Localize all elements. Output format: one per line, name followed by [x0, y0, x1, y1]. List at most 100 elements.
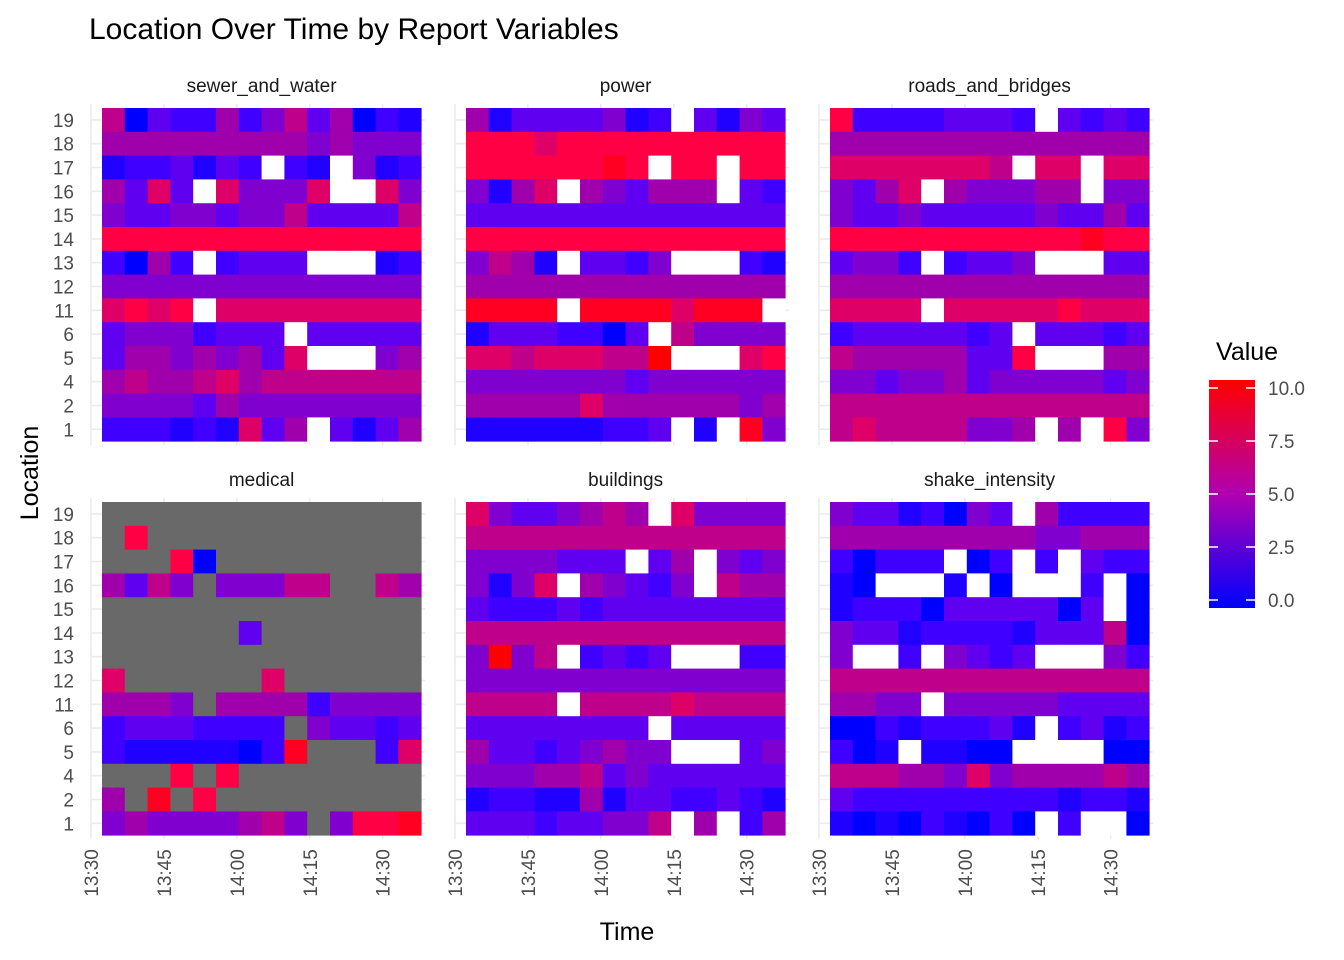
heat-cell: [352, 597, 376, 622]
heat-cell: [898, 203, 922, 228]
heat-cell: [852, 203, 876, 228]
heat-cell: [307, 668, 331, 693]
heat-cell: [648, 811, 672, 836]
heat-cell: [557, 502, 581, 527]
heat-cell: [989, 274, 1013, 299]
heat-cell: [921, 155, 945, 180]
heat-cell: [1012, 417, 1036, 442]
heat-cell: [580, 644, 604, 669]
heat-cell: [261, 811, 285, 836]
heat-cell: [307, 369, 331, 394]
heat-cell: [102, 346, 126, 371]
heat-cell: [124, 393, 148, 418]
heat-cell: [375, 597, 399, 622]
heat-cell: [124, 811, 148, 836]
heat-cell: [375, 525, 399, 550]
heat-cell: [1035, 525, 1059, 550]
heat-cell: [398, 811, 422, 836]
heat-cell: [352, 621, 376, 646]
heat-cell: [352, 203, 376, 228]
heat-cell: [216, 597, 240, 622]
heat-cell: [398, 621, 422, 646]
heat-cell: [511, 369, 535, 394]
heat-cell: [261, 716, 285, 741]
heat-cell: [921, 179, 945, 204]
heat-cell: [466, 621, 490, 646]
heat-cell: [944, 740, 968, 765]
heat-cell: [534, 692, 558, 717]
heat-cell: [261, 155, 285, 180]
heat-cell: [352, 692, 376, 717]
heat-cell: [1103, 692, 1127, 717]
heat-cell: [1126, 393, 1150, 418]
heat-cell: [488, 668, 512, 693]
heat-cell: [580, 668, 604, 693]
heat-cell: [671, 502, 695, 527]
heat-cell: [124, 274, 148, 299]
legend-label: 2.5: [1268, 538, 1294, 559]
heat-cell: [102, 644, 126, 669]
heat-cell: [762, 597, 786, 622]
heat-cell: [580, 322, 604, 347]
heat-cell: [989, 393, 1013, 418]
heat-cell: [534, 131, 558, 156]
heat-cell: [989, 346, 1013, 371]
heat-cell: [1035, 787, 1059, 812]
heat-cell: [989, 597, 1013, 622]
heat-cell: [170, 369, 194, 394]
heat-cell: [238, 811, 262, 836]
heat-cell: [352, 549, 376, 574]
heat-cell: [488, 597, 512, 622]
heat-cell: [602, 740, 626, 765]
heat-cell: [124, 716, 148, 741]
heat-cell: [466, 811, 490, 836]
heat-cell: [989, 131, 1013, 156]
heat-cell: [830, 131, 854, 156]
heat-cell: [102, 417, 126, 442]
heat-cell: [352, 811, 376, 836]
heat-cell: [534, 346, 558, 371]
heat-cell: [762, 692, 786, 717]
heat-cell: [966, 716, 990, 741]
heat-cell: [466, 644, 490, 669]
heat-cell: [694, 417, 718, 442]
heat-cell: [102, 763, 126, 788]
heat-cell: [875, 322, 899, 347]
heat-cell: [261, 346, 285, 371]
heat-cell: [102, 668, 126, 693]
heat-cell: [671, 549, 695, 574]
heat-cell: [580, 716, 604, 741]
heat-cell: [625, 227, 649, 252]
heat-cell: [330, 155, 354, 180]
heat-cell: [944, 573, 968, 598]
heat-cell: [830, 227, 854, 252]
heat-cell: [1035, 811, 1059, 836]
heat-cell: [466, 417, 490, 442]
heat-cell: [944, 274, 968, 299]
heat-cell: [330, 787, 354, 812]
x-tick-label: 13:45: [519, 849, 540, 897]
heat-cell: [1103, 644, 1127, 669]
heat-cell: [102, 203, 126, 228]
heat-cell: [830, 502, 854, 527]
heat-cell: [716, 621, 740, 646]
heat-cell: [875, 716, 899, 741]
heat-cell: [671, 322, 695, 347]
heat-cell: [307, 621, 331, 646]
heat-cell: [238, 597, 262, 622]
heat-cell: [193, 250, 217, 275]
heat-cell: [739, 811, 763, 836]
heat-cell: [716, 417, 740, 442]
heat-cell: [625, 108, 649, 133]
heat-cell: [284, 740, 308, 765]
y-tick-label: 12: [53, 672, 74, 693]
heat-cell: [898, 227, 922, 252]
heat-cell: [398, 597, 422, 622]
heat-cell: [989, 250, 1013, 275]
heat-cell: [170, 274, 194, 299]
heat-cell: [352, 108, 376, 133]
heat-cell: [488, 621, 512, 646]
heat-cell: [762, 274, 786, 299]
heat-cell: [989, 298, 1013, 323]
